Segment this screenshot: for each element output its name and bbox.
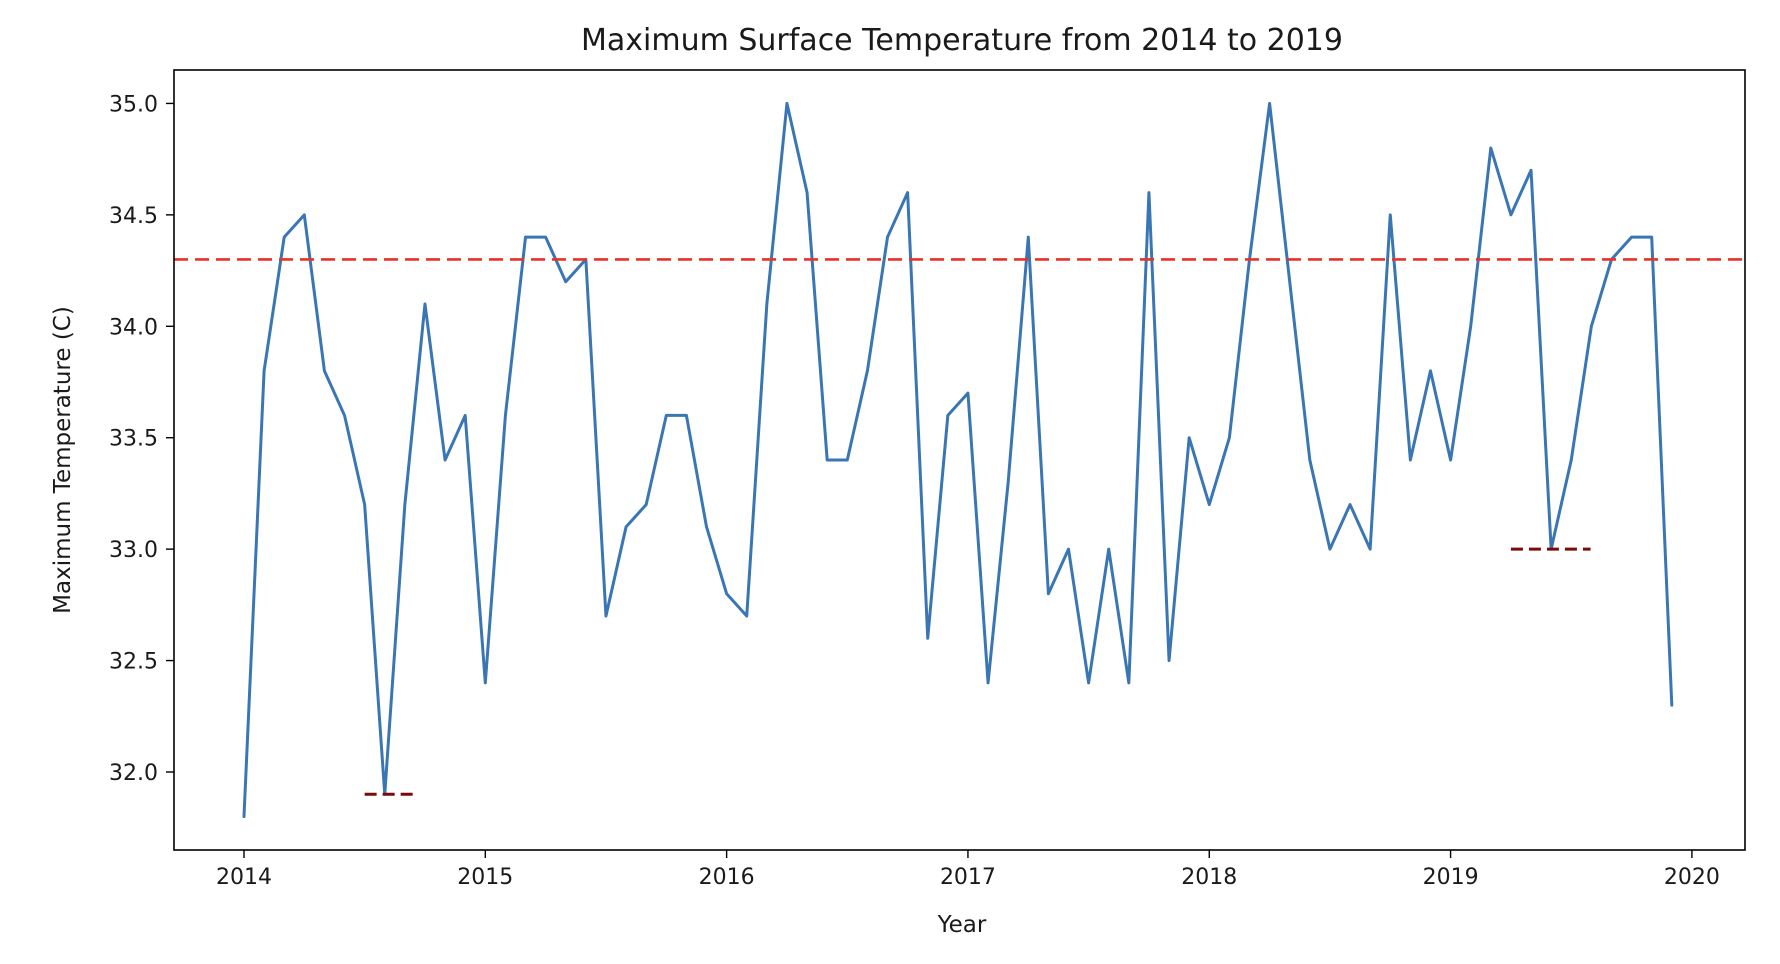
y-tick-label: 32.5 — [109, 650, 158, 675]
plot-frame — [173, 69, 1746, 851]
x-tick-label: 2014 — [216, 865, 272, 890]
x-axis-title: Year — [937, 912, 987, 938]
y-tick-label: 35.0 — [109, 92, 158, 117]
x-tick-label: 2015 — [457, 865, 513, 890]
y-tick-label: 34.0 — [109, 315, 158, 340]
y-axis-ticks: 32.0 32.5 33.0 33.5 34.0 34.5 35.0 — [109, 92, 174, 786]
series-line-0 — [242, 101, 1674, 819]
x-tick-label: 2017 — [940, 865, 996, 890]
x-tick-label: 2020 — [1664, 865, 1720, 890]
y-axis-title: Maximum Temperature (C) — [50, 306, 76, 614]
chart-title: Maximum Surface Temperature from 2014 to… — [581, 23, 1343, 58]
x-tick-label: 2019 — [1423, 865, 1479, 890]
y-tick-label: 32.0 — [109, 761, 158, 786]
y-tick-label: 34.5 — [109, 204, 158, 229]
x-axis-ticks: 2014 2015 2016 2017 2018 2019 2020 — [216, 850, 1720, 890]
x-tick-label: 2018 — [1181, 865, 1237, 890]
y-tick-label: 33.5 — [109, 427, 158, 452]
y-tick-label: 33.0 — [109, 538, 158, 563]
x-tick-label: 2016 — [699, 865, 755, 890]
plot-area — [173, 69, 1746, 851]
